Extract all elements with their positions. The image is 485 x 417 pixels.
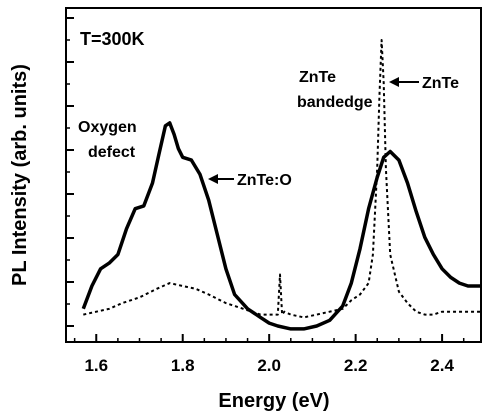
znte-label: ZnTe [422, 75, 459, 92]
x-tick-label: 2.0 [257, 356, 281, 375]
x-axis-label: Energy (eV) [218, 390, 329, 412]
x-axis-ticks: 1.6 1.8 2.0 2.2 2.4 [73, 334, 465, 375]
x-tick-label: 1.8 [171, 356, 195, 375]
oxygen-defect-label-line1: Oxygen [78, 119, 137, 136]
znteo-arrow-head [208, 174, 218, 184]
plot-frame [65, 7, 482, 343]
znte-bandedge-label-line1: ZnTe [299, 69, 336, 86]
znte-arrow-head [389, 77, 399, 87]
y-axis-ticks [66, 17, 74, 327]
x-tick-label: 2.4 [430, 356, 454, 375]
znte-bandedge-label-line2: bandedge [297, 94, 373, 111]
znteo-label: ZnTe:O [237, 172, 292, 189]
x-tick-label: 2.2 [344, 356, 368, 375]
oxygen-defect-label-line2: defect [88, 144, 136, 161]
y-axis-label: PL Intensity (arb. units) [9, 64, 31, 286]
x-tick-label: 1.6 [84, 356, 108, 375]
temperature-label: T=300K [80, 29, 145, 49]
series-layer [81, 39, 481, 331]
series-znteo-solid-line [81, 121, 481, 331]
series-znte-dashed-line [83, 39, 481, 319]
